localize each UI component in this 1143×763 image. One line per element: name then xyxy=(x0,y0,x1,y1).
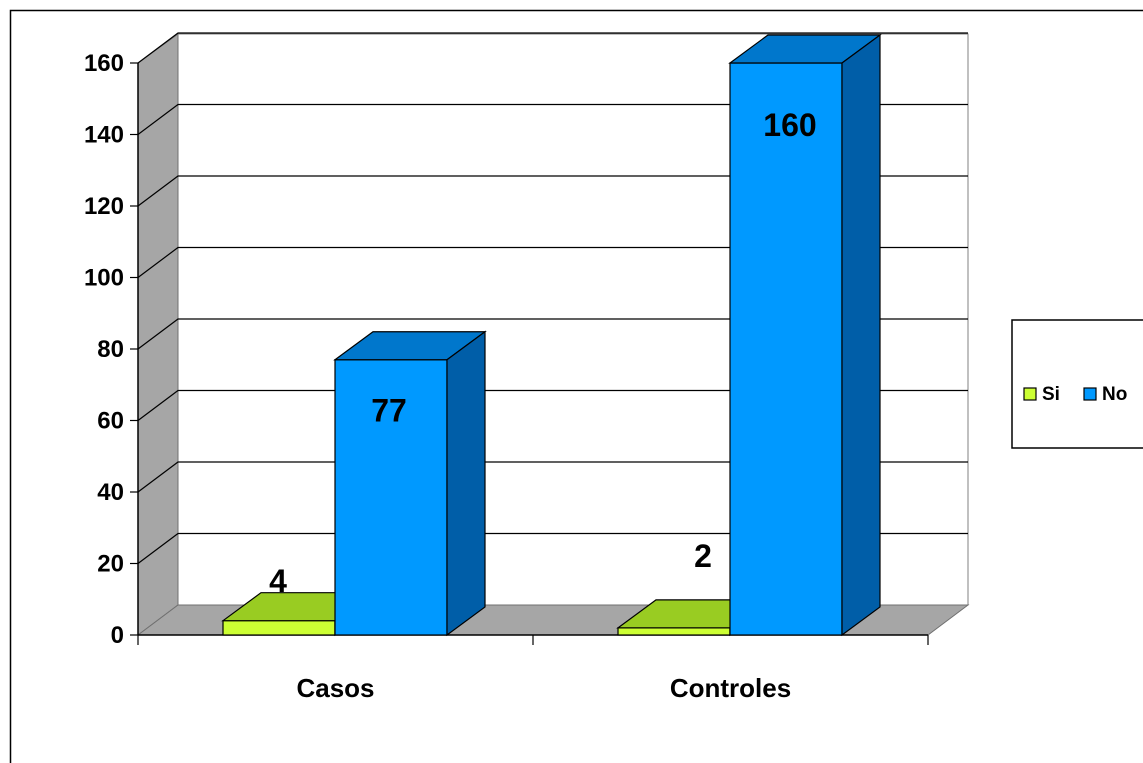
gridline xyxy=(137,103,968,135)
legend-label-no: No xyxy=(1102,384,1127,405)
legend-label-si: Si xyxy=(1042,384,1060,405)
y-tick-label: 100 xyxy=(84,265,124,292)
y-tick-label: 120 xyxy=(84,193,124,220)
legend: Si No xyxy=(1011,319,1143,449)
gridline xyxy=(137,175,968,207)
bar-side xyxy=(446,330,486,637)
bar-no-controles xyxy=(728,33,882,637)
y-axis: 0 20 40 60 80 100 120 140 160 xyxy=(84,50,139,649)
data-label: 77 xyxy=(371,393,407,429)
y-tick-label: 20 xyxy=(97,551,124,578)
legend-swatch-no xyxy=(1083,387,1097,401)
y-tick-label: 140 xyxy=(84,122,124,149)
data-labels: 4 77 2 160 xyxy=(269,107,817,599)
bar-no-casos xyxy=(333,330,487,637)
gridline xyxy=(137,389,968,421)
y-tick-label: 40 xyxy=(97,479,124,506)
gridline xyxy=(137,318,968,350)
data-label: 4 xyxy=(269,563,287,599)
legend-swatch-si xyxy=(1023,387,1037,401)
x-category-label: Casos xyxy=(296,673,374,703)
gridline xyxy=(137,461,968,493)
bar-front xyxy=(617,627,731,636)
legend-box xyxy=(1011,319,1143,449)
bar-front xyxy=(222,620,336,636)
x-category-label: Controles xyxy=(670,673,791,703)
data-label: 160 xyxy=(763,107,816,143)
gridline xyxy=(137,32,968,64)
data-label: 2 xyxy=(694,538,712,574)
bar-front xyxy=(729,62,843,636)
y-tick-label: 160 xyxy=(84,50,124,77)
y-tick-label: 60 xyxy=(97,408,124,435)
y-tick-label: 80 xyxy=(97,336,124,363)
gridlines xyxy=(137,32,968,564)
bar-side xyxy=(841,33,881,637)
bars xyxy=(221,33,882,637)
gridline xyxy=(137,532,968,564)
y-tick-label: 0 xyxy=(111,622,124,649)
gridline xyxy=(137,246,968,278)
